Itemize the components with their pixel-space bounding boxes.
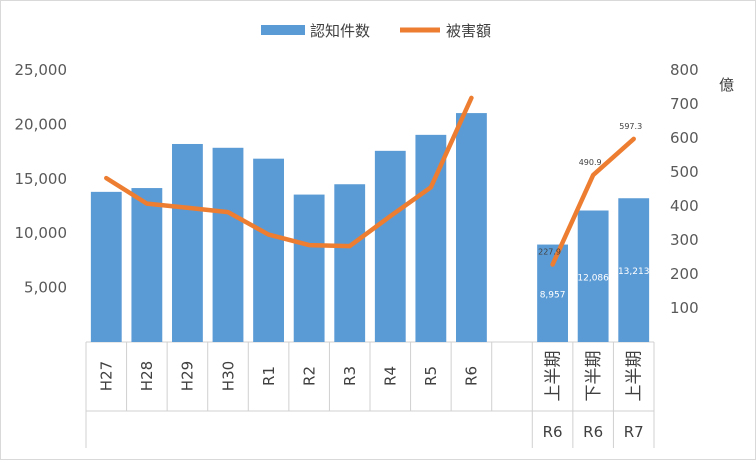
group-label: R6	[583, 423, 603, 441]
left-axis-tick-label: 10,000	[15, 224, 68, 242]
bar	[374, 150, 406, 342]
legend-label-bar: 認知件数	[310, 22, 370, 40]
bar	[212, 147, 244, 342]
line-segment	[550, 136, 636, 267]
category-label: R6	[463, 366, 481, 386]
right-axis-tick-label: 700	[670, 95, 699, 113]
bar	[334, 184, 366, 342]
category-label: R2	[300, 366, 318, 386]
right-axis-tick-label: 600	[670, 129, 699, 147]
line-data-label: 490.9	[579, 158, 602, 167]
right-axis-ticks: 100 200 300 400 500 600 700 800	[670, 61, 699, 317]
bar-data-label: 8,957	[540, 290, 566, 300]
right-axis-tick-label: 400	[670, 197, 699, 215]
right-axis-tick-label: 100	[670, 299, 699, 317]
line-data-labels: 227.9 490.9 597.3	[538, 122, 642, 257]
bar	[172, 143, 203, 342]
line-segment	[104, 95, 474, 249]
category-label: H30	[219, 361, 237, 391]
category-label: 上半期	[625, 351, 645, 402]
right-axis-tick-label: 500	[670, 163, 699, 181]
bar-data-label: 12,086	[577, 273, 609, 283]
right-axis-tick-label: 200	[670, 265, 699, 283]
category-label: 上半期	[544, 351, 564, 402]
right-axis-tick-label: 300	[670, 231, 699, 249]
left-axis-tick-label: 5,000	[24, 279, 67, 297]
category-label: R5	[422, 366, 440, 386]
category-label: H28	[138, 361, 156, 391]
bar	[293, 194, 325, 342]
left-axis-tick-label: 15,000	[15, 170, 68, 188]
category-label: H27	[98, 361, 116, 391]
left-axis-ticks: 5,000 10,000 15,000 20,000 25,000	[15, 61, 68, 297]
line-data-label: 597.3	[619, 122, 642, 131]
right-axis-tick-label: 800	[670, 61, 699, 79]
category-label: R3	[341, 366, 359, 386]
category-label: 下半期	[584, 351, 604, 402]
bar	[456, 113, 487, 342]
legend-swatch-bar	[261, 25, 305, 35]
legend-label-line: 被害額	[446, 22, 491, 40]
bar	[90, 191, 122, 342]
bar-data-label: 13,213	[618, 267, 650, 277]
bar	[577, 210, 609, 342]
group-label: R6	[543, 423, 563, 441]
bar	[253, 158, 284, 342]
line-series	[104, 95, 636, 267]
right-axis-unit-label: 億	[719, 76, 734, 94]
line-data-label: 227.9	[538, 248, 561, 257]
category-label: H29	[179, 361, 197, 391]
bar-data-labels: 8,957 12,086 13,213	[540, 267, 650, 300]
legend: 認知件数 被害額	[261, 22, 491, 40]
bar	[131, 188, 163, 342]
group-label: R7	[624, 423, 644, 441]
category-label: R1	[260, 366, 278, 386]
left-axis-tick-label: 20,000	[15, 115, 68, 133]
category-label: R4	[382, 366, 400, 386]
left-axis-tick-label: 25,000	[15, 61, 68, 79]
bar	[618, 198, 650, 342]
